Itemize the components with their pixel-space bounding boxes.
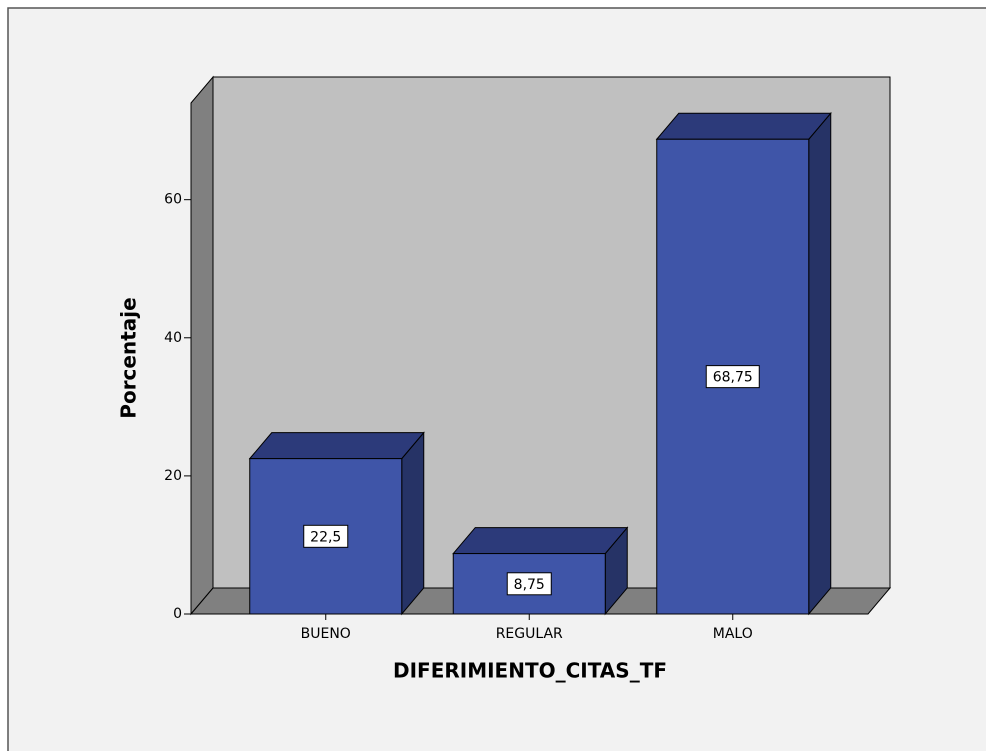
x-tick-label: REGULAR [496,626,563,642]
value-label: 22,5 [310,529,341,545]
bar-side [808,111,832,616]
bar-top [655,112,832,140]
y-tick-label: 60 [164,192,182,208]
y-tick-label: 40 [164,330,182,346]
x-tick-label: BUENO [301,626,351,642]
value-label: 8,75 [514,577,545,593]
value-label-box [705,365,760,389]
bar-top [452,527,629,555]
y-tick-label: 20 [164,468,182,484]
side-wall [190,75,214,616]
value-label: 68,75 [713,370,753,386]
bar-side [401,431,425,616]
y-tick-label: 0 [173,606,182,622]
y-axis-title: Porcentaje [117,297,141,418]
x-axis-title: DIFERIMIENTO_CITAS_TF [393,659,667,683]
value-label-box [506,572,552,596]
x-tick-label: MALO [713,626,753,642]
bar-top [248,432,425,460]
value-label-box [303,524,349,548]
